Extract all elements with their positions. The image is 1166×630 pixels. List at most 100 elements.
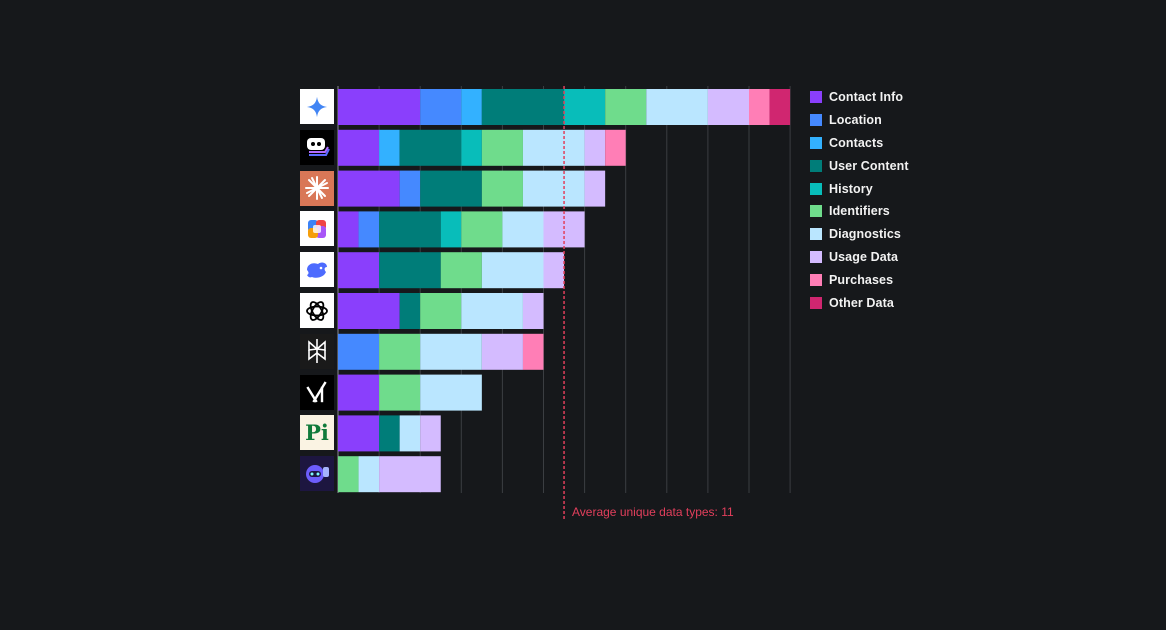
bar-segment-contact-info	[338, 89, 421, 125]
legend-label: History	[829, 181, 873, 196]
bar-segment-diagnostics	[399, 415, 421, 452]
legend-label: Other Data	[829, 295, 894, 310]
bar-segment-contact-info	[338, 293, 400, 329]
bar-segment-user-content	[481, 89, 565, 125]
bar-segment-contact-info	[338, 374, 380, 411]
bar-segment-purchases	[522, 333, 544, 370]
bar-segment-diagnostics	[420, 333, 482, 370]
legend-label: Identifiers	[829, 204, 890, 219]
bar-segment-purchases	[749, 89, 770, 125]
poe-icon	[300, 129, 334, 165]
bar-segment-diagnostics	[461, 293, 523, 329]
bar-segment-identifiers	[379, 333, 421, 370]
bar-segment-contact-info	[338, 211, 359, 248]
bar-segment-diagnostics	[522, 170, 585, 207]
legend-label: Diagnostics	[829, 227, 901, 242]
bar-segment-history	[440, 211, 462, 248]
jasper-icon	[300, 456, 334, 492]
pi-logo-text: Pi	[305, 420, 329, 446]
bar-segment-diagnostics	[481, 252, 544, 289]
legend-item: Location	[810, 109, 909, 132]
legend: Contact Info Location Contacts User Content…	[810, 86, 909, 314]
average-label: Average unique data types: 11	[572, 505, 734, 519]
legend-swatch	[810, 114, 822, 127]
bar-segment-diagnostics	[522, 129, 585, 166]
bar-segment-location	[338, 333, 380, 370]
legend-swatch	[810, 91, 822, 104]
chatgpt-icon	[300, 293, 334, 328]
legend-item: Other Data	[810, 291, 909, 314]
bar-segment-usage-data	[481, 333, 523, 370]
bar-segment-identifiers	[461, 211, 503, 248]
legend-item: History	[810, 177, 909, 200]
legend-swatch	[810, 159, 822, 172]
claude-icon	[300, 170, 334, 206]
legend-item: Purchases	[810, 268, 909, 291]
perplexity-icon	[300, 333, 334, 369]
bar-segment-identifiers	[379, 374, 421, 411]
legend-label: Usage Data	[829, 249, 899, 264]
bar-segment-contact-info	[338, 415, 380, 452]
bar-segment-purchases	[605, 129, 626, 166]
deepseek-icon	[300, 252, 334, 288]
bar-segment-contact-info	[338, 252, 380, 289]
bar-segment-location	[399, 170, 421, 207]
bar-segment-history	[461, 129, 482, 166]
gemini-icon	[300, 89, 334, 124]
legend-swatch	[810, 182, 822, 195]
bar-segment-diagnostics	[420, 374, 482, 411]
legend-item: Contacts	[810, 132, 909, 155]
legend-swatch	[810, 136, 822, 149]
bar-segment-identifiers	[481, 170, 523, 207]
legend-swatch	[810, 273, 822, 286]
legend-item: Identifiers	[810, 200, 909, 223]
bar-segment-user-content	[420, 170, 482, 207]
bar-segment-identifiers	[481, 129, 523, 166]
bar-segment-other-data	[769, 89, 791, 125]
legend-item: Contact Info	[810, 86, 909, 109]
bar-segment-usage-data	[584, 170, 606, 207]
bar-segment-contacts	[379, 129, 400, 166]
bar-segment-diagnostics	[646, 89, 708, 125]
legend-item: User Content	[810, 154, 909, 177]
bar-segment-user-content	[399, 129, 462, 166]
bar-segment-identifiers	[420, 293, 462, 329]
legend-label: Contacts	[829, 135, 884, 150]
bar-segment-identifiers	[605, 89, 647, 125]
bar-segment-diagnostics	[358, 456, 380, 493]
bar-segment-location	[420, 89, 462, 125]
pi-icon: Pi	[300, 415, 334, 451]
legend-swatch	[810, 250, 822, 263]
legend-item: Usage Data	[810, 246, 909, 269]
legend-label: User Content	[829, 158, 909, 173]
legend-label: Contact Info	[829, 90, 904, 105]
bar-segment-location	[358, 211, 380, 248]
bar-segment-usage-data	[584, 129, 606, 166]
bar-segment-contacts	[461, 89, 482, 125]
legend-label: Purchases	[829, 272, 894, 287]
bar-segment-user-content	[379, 211, 441, 248]
bar-segment-usage-data	[379, 456, 441, 493]
bar-segment-usage-data	[420, 415, 441, 452]
grok-icon	[300, 374, 334, 410]
bar-segment-user-content	[399, 293, 421, 329]
legend-swatch	[810, 228, 822, 241]
bar-segment-user-content	[379, 415, 400, 452]
bar-segment-usage-data	[543, 252, 565, 289]
legend-label: Location	[829, 113, 882, 128]
bar-segment-identifiers	[440, 252, 482, 289]
legend-swatch	[810, 205, 822, 218]
bar-segment-contact-info	[338, 129, 380, 166]
copilot-icon	[300, 211, 334, 247]
bar-segment-user-content	[379, 252, 441, 289]
bar-segment-history	[564, 89, 606, 125]
bar-segment-usage-data	[707, 89, 749, 125]
legend-swatch	[810, 296, 822, 309]
bar-segment-contact-info	[338, 170, 400, 207]
bar-segment-identifiers	[338, 456, 359, 493]
legend-item: Diagnostics	[810, 223, 909, 246]
bar-segment-diagnostics	[502, 211, 544, 248]
bar-segment-usage-data	[522, 293, 544, 329]
